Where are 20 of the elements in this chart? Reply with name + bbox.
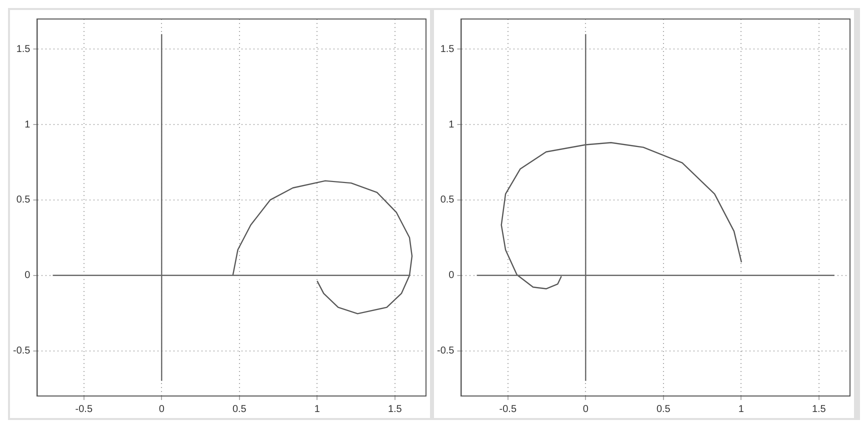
- y-tick-label: 0.5: [16, 194, 31, 206]
- y-tick-label: 0: [24, 270, 31, 282]
- y-tick-label: 1: [24, 119, 31, 130]
- x-tick-label: 0: [158, 404, 165, 415]
- y-tick-label: 1.5: [16, 44, 31, 55]
- y-tick-label: -0.5: [436, 346, 455, 357]
- y-tick-label: -0.5: [12, 346, 31, 357]
- x-tick-label: -0.5: [499, 404, 517, 415]
- x-tick-label: 1.5: [388, 404, 402, 415]
- x-tick-label: 1: [738, 404, 744, 415]
- x-tick-label: 1: [314, 404, 320, 415]
- x-tick-label: 0: [582, 404, 589, 415]
- y-tick-label: 1.5: [440, 44, 455, 55]
- y-tick-label: 0: [448, 270, 455, 282]
- y-tick-label: 1: [448, 119, 455, 130]
- y-tick-label: 0.5: [440, 194, 455, 206]
- x-tick-label: -0.5: [75, 404, 93, 415]
- x-tick-label: 1.5: [812, 404, 826, 415]
- x-tick-label: 0.5: [232, 404, 247, 415]
- x-tick-label: 0.5: [656, 404, 671, 415]
